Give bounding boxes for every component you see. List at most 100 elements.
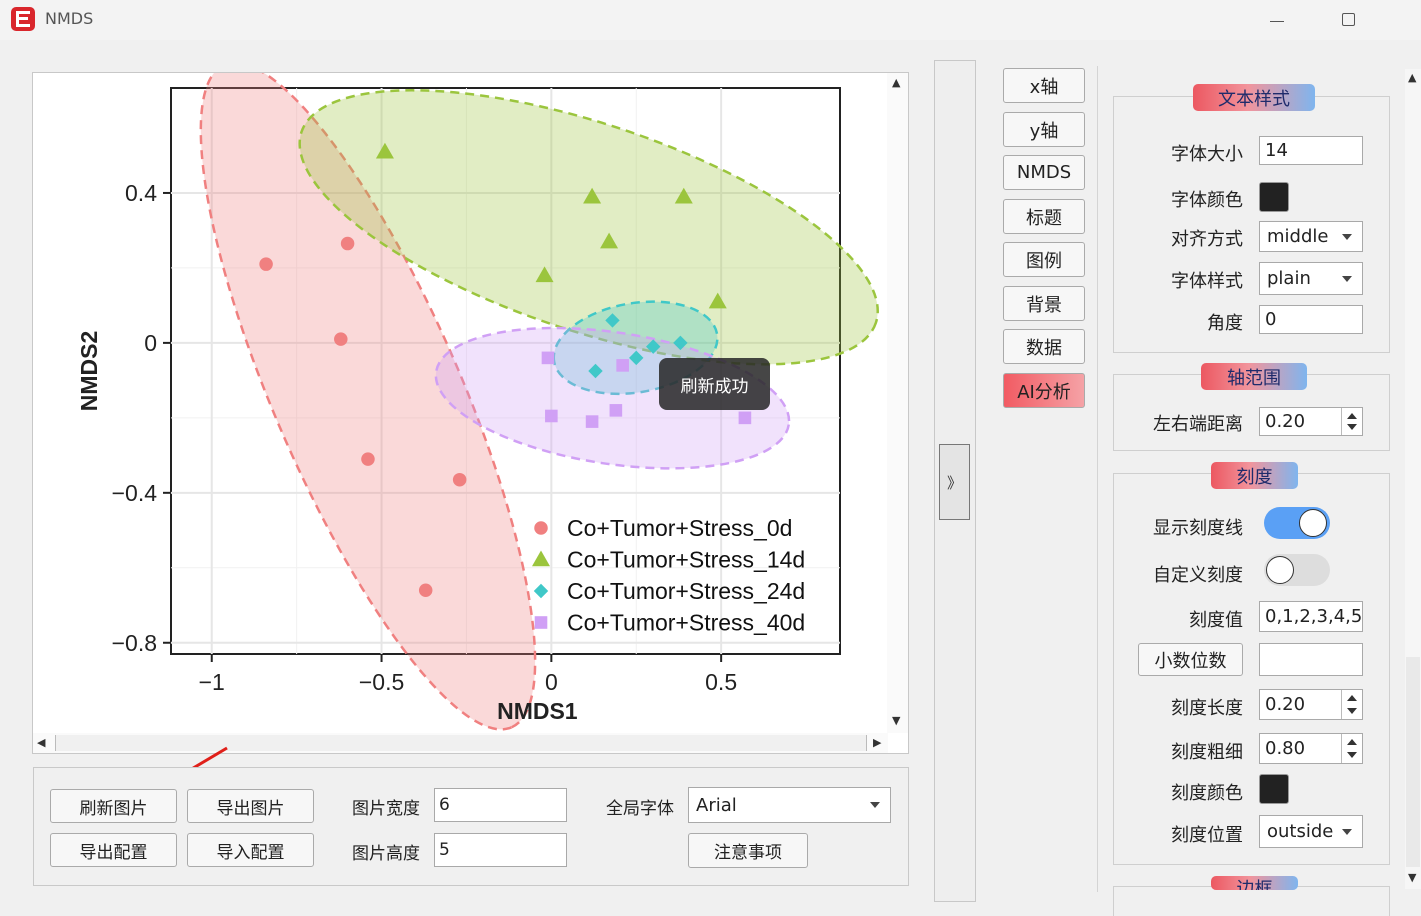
refresh-success-toast: 刷新成功 <box>659 358 770 410</box>
data-point <box>375 142 394 159</box>
spin-arrows-icon[interactable] <box>1341 734 1362 763</box>
scroll-down-icon[interactable]: ▼ <box>1408 871 1417 884</box>
scroll-up-icon[interactable]: ▲ <box>892 76 901 89</box>
scroll-thumb[interactable] <box>55 735 867 751</box>
tick-color-swatch[interactable] <box>1259 774 1289 804</box>
properties-scroll-thumb[interactable] <box>1406 657 1420 867</box>
bottom-controls-panel <box>33 767 909 886</box>
nav-data-button[interactable]: 数据 <box>1003 329 1085 364</box>
nav-nmds-button[interactable]: NMDS <box>1003 155 1085 190</box>
font-color-swatch[interactable] <box>1259 182 1289 212</box>
data-point <box>609 404 623 417</box>
tick-position-select[interactable]: outside <box>1259 815 1363 848</box>
show-ticks-toggle[interactable] <box>1264 507 1330 539</box>
image-height-input[interactable]: 5 <box>434 833 567 867</box>
data-point <box>535 266 554 283</box>
decimals-input[interactable] <box>1259 643 1363 676</box>
data-point <box>545 409 558 423</box>
margin-spinbox[interactable]: 0.20 <box>1259 407 1363 436</box>
x-axis-label: NMDS1 <box>497 698 578 724</box>
y-tick-label: −0.4 <box>112 480 158 506</box>
x-tick-label: −1 <box>199 669 225 695</box>
align-select[interactable]: middle <box>1259 221 1363 252</box>
global-font-select[interactable]: Arial <box>688 787 891 823</box>
chevron-down-icon <box>1342 828 1352 835</box>
plot-horizontal-scrollbar[interactable]: ◀ ▶ <box>33 733 888 753</box>
ticks-title: 刻度 <box>1211 462 1298 489</box>
scroll-down-icon[interactable]: ▼ <box>892 714 901 727</box>
nav-divider <box>1097 66 1098 892</box>
confidence-ellipse <box>199 73 537 731</box>
scroll-up-icon[interactable]: ▲ <box>1408 71 1417 84</box>
plot-vertical-scrollbar[interactable]: ▲ ▼ <box>887 73 908 733</box>
angle-input[interactable]: 0 <box>1259 305 1363 334</box>
tick-position-label: 刻度位置 <box>1171 825 1243 846</box>
legend-entry-label: Co+Tumor+Stress_24d <box>567 578 805 604</box>
chevron-down-icon <box>870 802 880 808</box>
y-tick-label: −0.8 <box>112 630 157 656</box>
import-config-button[interactable]: 导入配置 <box>187 833 314 867</box>
double-chevron-right-icon: 》 <box>946 473 962 492</box>
toggle-knob <box>1299 509 1327 537</box>
border-title: 边框 <box>1211 876 1298 890</box>
font-size-input[interactable]: 14 <box>1259 136 1363 165</box>
collapse-panel-button[interactable]: 》 <box>939 444 970 520</box>
minimize-icon[interactable] <box>1258 10 1298 32</box>
data-point <box>340 236 355 251</box>
legend-marker <box>532 550 550 567</box>
data-point <box>605 313 620 328</box>
custom-ticks-label: 自定义刻度 <box>1153 565 1243 586</box>
font-style-select[interactable]: plain <box>1259 262 1363 295</box>
window-title: NMDS <box>45 9 94 28</box>
font-style-label: 字体样式 <box>1171 271 1243 292</box>
tick-values-input[interactable]: 0,1,2,3,4,5 <box>1259 601 1363 632</box>
image-width-input[interactable]: 6 <box>434 788 567 822</box>
toggle-knob <box>1266 556 1294 584</box>
data-point <box>674 187 693 204</box>
refresh-image-button[interactable]: 刷新图片 <box>50 789 177 823</box>
decimals-button[interactable]: 小数位数 <box>1138 643 1243 676</box>
spin-arrows-icon[interactable] <box>1341 408 1362 435</box>
nav-y-axis-button[interactable]: y轴 <box>1003 112 1085 147</box>
export-config-button[interactable]: 导出配置 <box>50 833 177 867</box>
margin-label: 左右端距离 <box>1153 414 1243 435</box>
plot-canvas: −1 −0.5 0 0.5 −0.8 −0.4 0 0.4 NMDS1 NMDS2 Co+Tumo… <box>32 72 909 754</box>
text-style-title: 文本样式 <box>1193 84 1315 111</box>
data-point <box>673 335 688 351</box>
y-tick-label: 0 <box>144 330 157 356</box>
nav-ai-analysis-button[interactable]: AI分析 <box>1003 373 1085 408</box>
export-image-button[interactable]: 导出图片 <box>187 789 314 823</box>
data-point <box>600 232 619 249</box>
data-point <box>738 411 752 425</box>
font-style-value: plain <box>1267 268 1311 289</box>
x-tick-label: 0.5 <box>705 669 737 695</box>
spin-arrows-icon[interactable] <box>1341 690 1362 719</box>
align-label: 对齐方式 <box>1171 229 1243 250</box>
data-point <box>583 187 602 204</box>
custom-ticks-toggle[interactable] <box>1264 554 1330 586</box>
nav-title-button[interactable]: 标题 <box>1003 199 1085 234</box>
data-point <box>418 583 433 598</box>
notes-button[interactable]: 注意事项 <box>688 833 808 868</box>
title-bar <box>0 0 1421 40</box>
tick-length-spinbox[interactable]: 0.20 <box>1259 689 1363 720</box>
data-point <box>334 332 348 346</box>
tick-width-spinbox[interactable]: 0.80 <box>1259 733 1363 764</box>
nav-x-axis-button[interactable]: x轴 <box>1003 68 1085 103</box>
legend-entry-label: Co+Tumor+Stress_0d <box>567 515 792 541</box>
y-tick-label: 0.4 <box>125 180 157 206</box>
legend-marker <box>533 583 549 599</box>
legend-marker <box>534 521 548 535</box>
data-point <box>541 351 555 365</box>
maximize-icon[interactable] <box>1330 10 1370 32</box>
data-point <box>361 452 375 466</box>
chevron-down-icon <box>1342 275 1352 282</box>
nav-legend-button[interactable]: 图例 <box>1003 242 1085 277</box>
angle-label: 角度 <box>1207 313 1243 334</box>
nav-background-button[interactable]: 背景 <box>1003 286 1085 321</box>
x-tick-label: 0 <box>545 669 558 695</box>
scroll-right-icon[interactable]: ▶ <box>873 736 882 749</box>
font-size-label: 字体大小 <box>1171 144 1243 165</box>
data-point <box>588 363 603 379</box>
scroll-left-icon[interactable]: ◀ <box>37 736 46 749</box>
